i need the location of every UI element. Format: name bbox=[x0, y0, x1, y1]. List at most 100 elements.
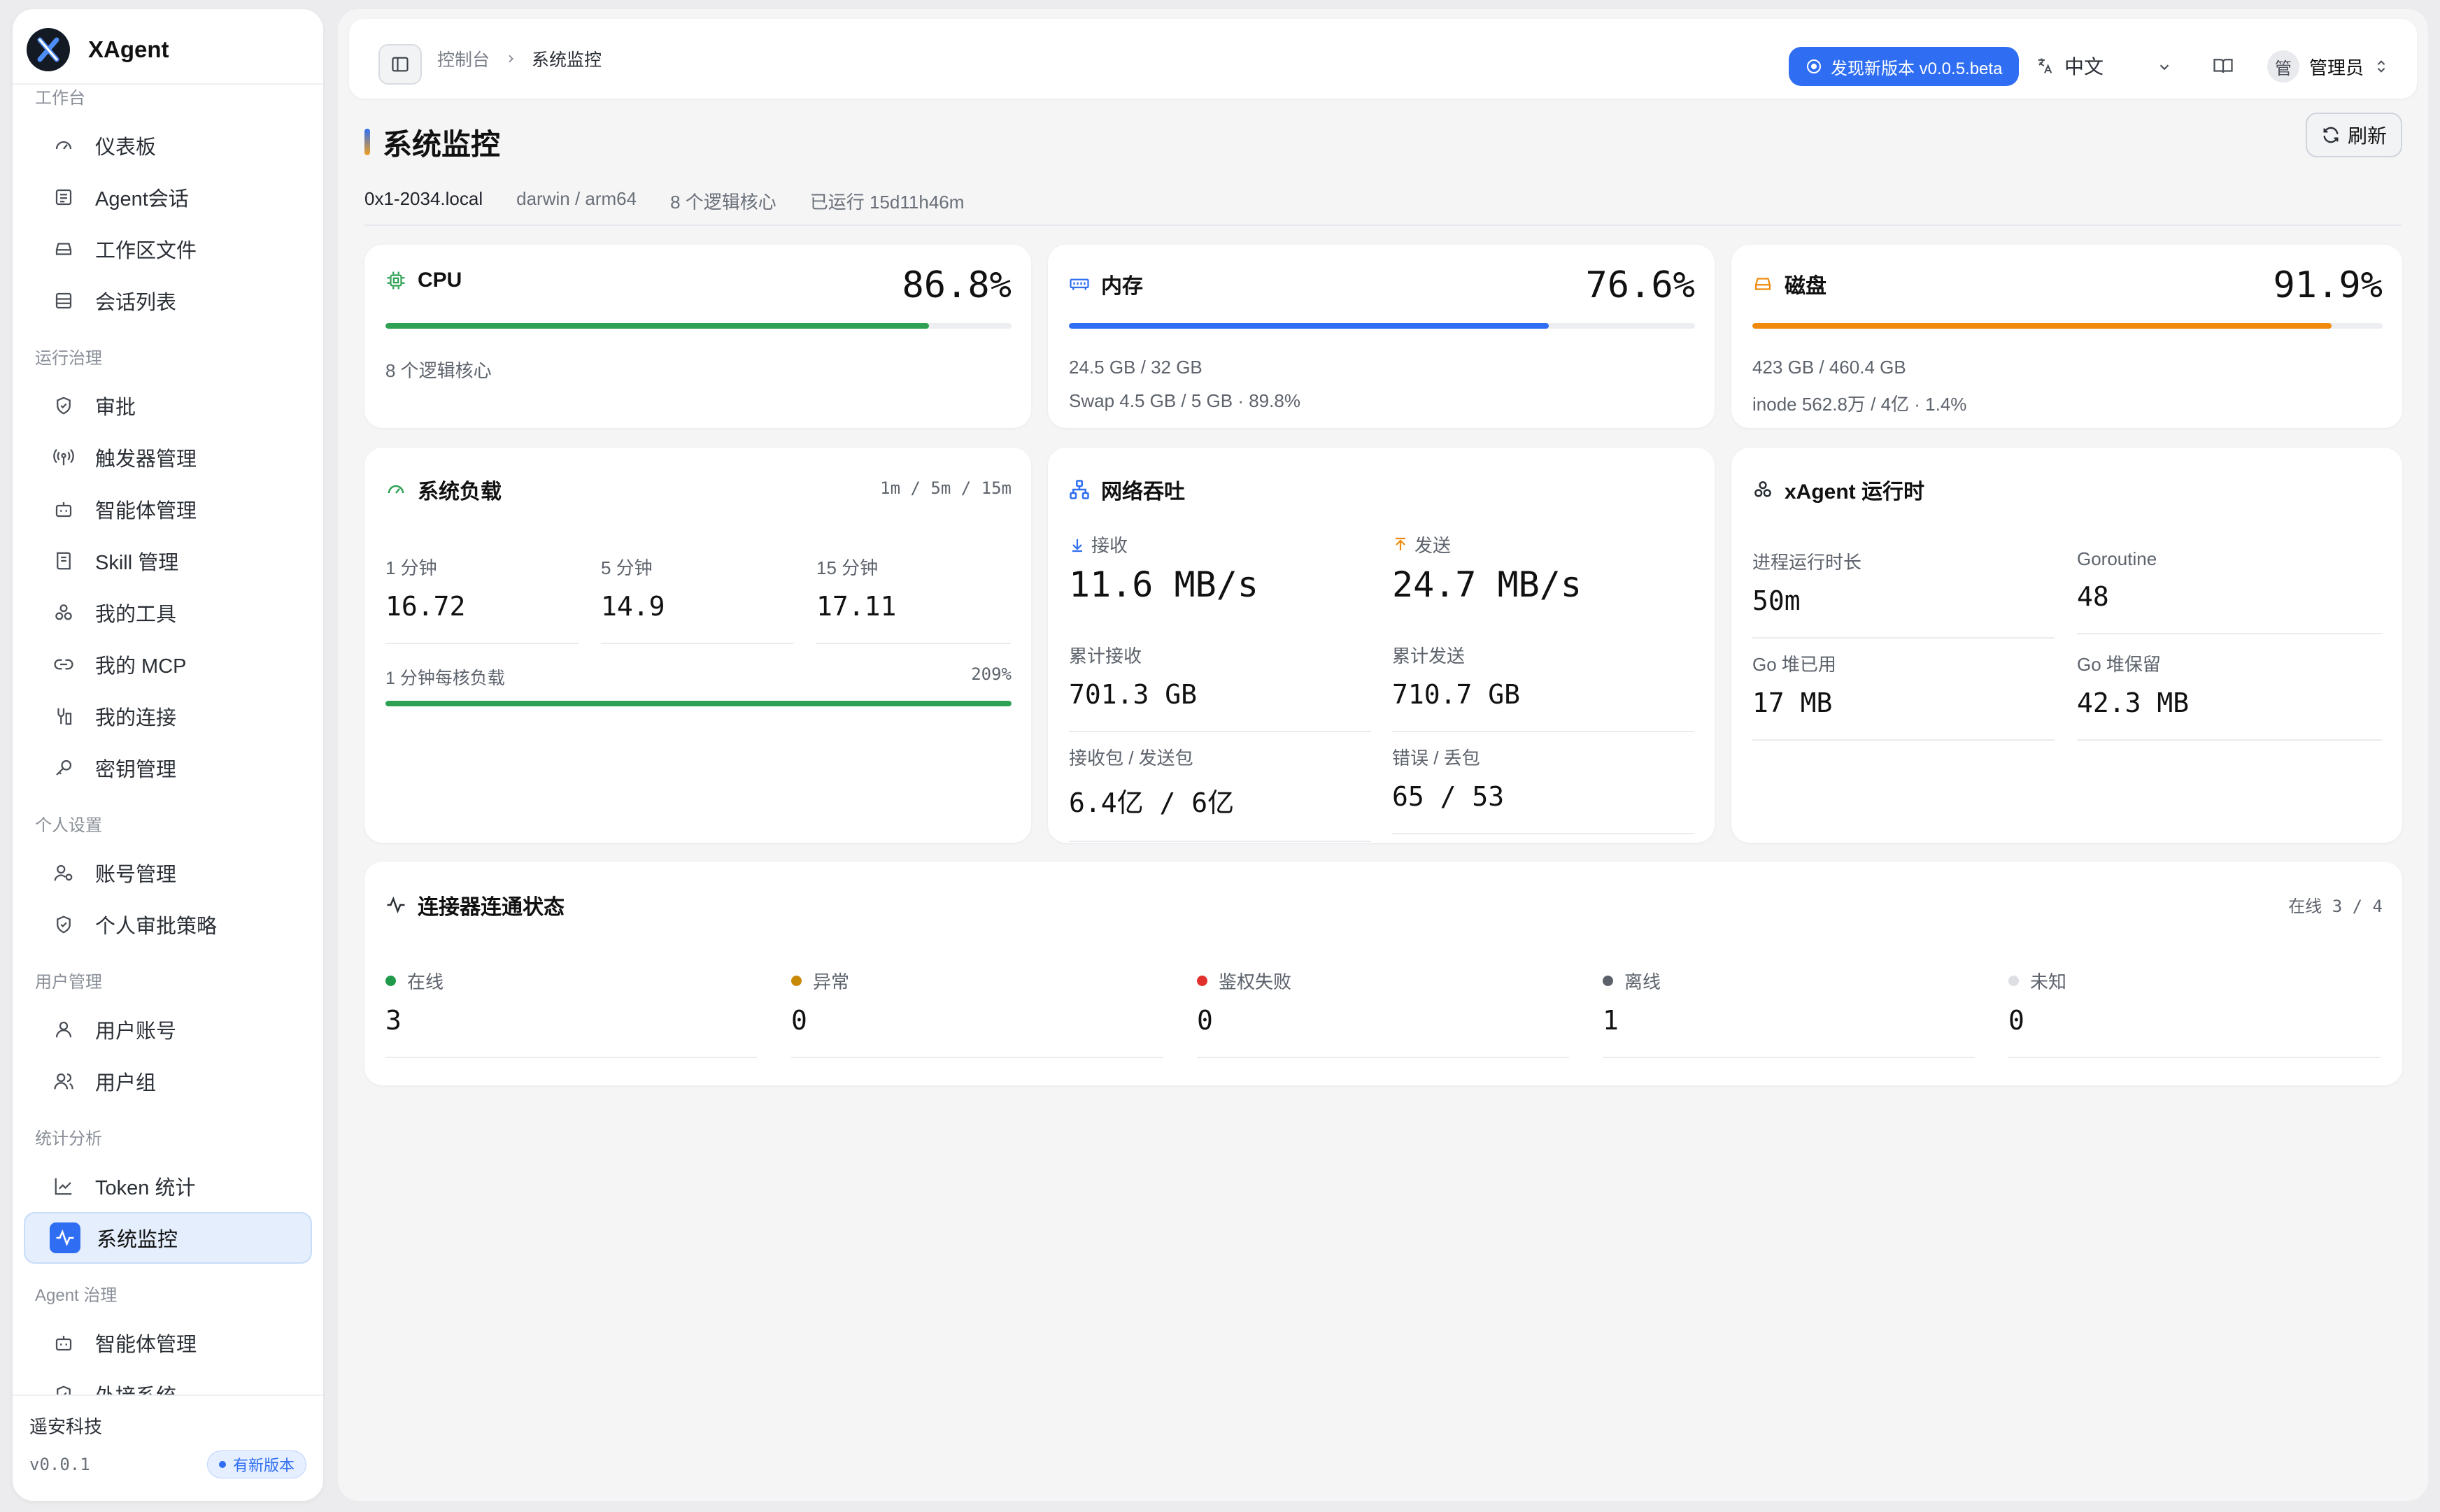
stat-value: 42.3 MB bbox=[2077, 687, 2190, 718]
new-version-label: 发现新版本 v0.0.5.beta bbox=[1831, 59, 2003, 78]
stat-label: 接收包 / 发送包 bbox=[1069, 748, 1193, 769]
divider bbox=[1392, 731, 1694, 732]
cpu-card-header: CPU bbox=[385, 269, 462, 292]
sidebar-item-label: 用户组 bbox=[95, 1072, 157, 1094]
per-core-load-value: 209% bbox=[971, 664, 1012, 684]
cpu-title: CPU bbox=[418, 269, 462, 292]
stat-value: 710.7 GB bbox=[1392, 679, 1521, 710]
load-5m: 5 分钟 14.9 bbox=[601, 554, 794, 644]
breadcrumb-item[interactable]: 控制台 bbox=[437, 50, 490, 70]
brand-name: XAgent bbox=[88, 36, 169, 62]
sidebar-item-dashboard[interactable]: 仪表板 bbox=[24, 120, 312, 171]
divider bbox=[1603, 1057, 1975, 1058]
network-errors: 错误 / 丢包 65 / 53 bbox=[1392, 744, 1694, 834]
disk-card-header: 磁盘 bbox=[1752, 269, 1827, 299]
sidebar-toggle-button[interactable] bbox=[378, 44, 422, 85]
network-card: 网络吞吐 接收 11.6 MB/s 发送 24.7 MB/s 累计接收 701.… bbox=[1048, 448, 1715, 843]
stat-value: 0 bbox=[2008, 1005, 2024, 1036]
user-menu[interactable]: 管 管理员 bbox=[2267, 47, 2389, 86]
memory-progress-bar bbox=[1069, 323, 1695, 329]
tools-icon bbox=[52, 601, 76, 625]
status-label-row: 鉴权失败 bbox=[1197, 968, 1569, 994]
new-version-badge[interactable]: 有新版本 bbox=[206, 1450, 306, 1478]
connector-status-offline: 离线 1 bbox=[1603, 968, 1975, 1058]
disk-progress-fill bbox=[1752, 323, 2332, 329]
brand[interactable]: XAgent bbox=[27, 28, 169, 71]
chevron-down-icon[interactable] bbox=[2157, 59, 2172, 75]
language-selector[interactable]: 中文 bbox=[2035, 48, 2104, 83]
sidebar-item-keys[interactable]: 密钥管理 bbox=[24, 742, 312, 794]
sidebar-item-label: 账号管理 bbox=[95, 864, 177, 886]
sidebar-item-agent-chat[interactable]: Agent会话 bbox=[24, 171, 312, 223]
os-arch: darwin / arm64 bbox=[516, 188, 637, 209]
cpu-card: CPU 86.8% 8 个逻辑核心 bbox=[364, 245, 1031, 428]
runtime-uptime: 进程运行时长 50m bbox=[1752, 548, 2055, 639]
sidebar-item-label: 会话列表 bbox=[95, 292, 177, 314]
sidebar-item-label: 密钥管理 bbox=[95, 759, 177, 781]
sidebar-item-user-groups[interactable]: 用户组 bbox=[24, 1055, 312, 1107]
network-card-header: 网络吞吐 bbox=[1069, 474, 1185, 505]
sidebar-item-user-accounts[interactable]: 用户账号 bbox=[24, 1004, 312, 1055]
sidebar-item-system-monitor[interactable]: 系统监控 bbox=[24, 1212, 312, 1264]
nav-group-label: 工作台 bbox=[35, 89, 85, 108]
disk-progress-bar bbox=[1752, 323, 2383, 329]
breadcrumb-current: 系统监控 bbox=[532, 50, 602, 70]
key-icon bbox=[52, 756, 76, 780]
list-icon bbox=[52, 289, 76, 313]
memory-card-header: 内存 bbox=[1069, 269, 1143, 299]
sidebar-item-agents[interactable]: 智能体管理 bbox=[24, 483, 312, 535]
sidebar-item-token-stats[interactable]: Token 统计 bbox=[24, 1160, 312, 1212]
network-total-tx: 累计发送 710.7 GB bbox=[1392, 642, 1694, 732]
sidebar-item-agent-governance[interactable]: 智能体管理 bbox=[24, 1317, 312, 1369]
sidebar-item-label: 触发器管理 bbox=[95, 448, 197, 471]
memory-title: 内存 bbox=[1101, 275, 1143, 298]
sidebar-item-label: Skill 管理 bbox=[95, 552, 179, 574]
translate-icon bbox=[2038, 58, 2052, 73]
stat-label: 15 分钟 bbox=[816, 557, 879, 578]
stat-value: 6.4亿 / 6亿 bbox=[1069, 787, 1235, 818]
stat-value: 24.7 MB/s bbox=[1392, 564, 1582, 605]
docs-book-icon[interactable] bbox=[2213, 55, 2234, 76]
disk-usage: 423 GB / 460.4 GB bbox=[1752, 357, 1906, 378]
sidebar-item-label: 智能体管理 bbox=[95, 500, 197, 522]
nav-group-label: Agent 治理 bbox=[35, 1286, 118, 1305]
status-dot bbox=[218, 1461, 226, 1468]
users-icon bbox=[52, 1069, 76, 1093]
network-total-rx: 累计接收 701.3 GB bbox=[1069, 642, 1371, 732]
new-version-button[interactable]: 发现新版本 v0.0.5.beta bbox=[1789, 47, 2020, 86]
broadcast-icon bbox=[52, 445, 76, 469]
sidebar-item-workspace-files[interactable]: 工作区文件 bbox=[24, 223, 312, 275]
disk-percent: 91.9% bbox=[2273, 264, 2383, 306]
bot-icon bbox=[52, 497, 76, 521]
refresh-button[interactable]: 刷新 bbox=[2306, 113, 2402, 157]
sidebar-item-connections[interactable]: 我的连接 bbox=[24, 690, 312, 742]
load-1m: 1 分钟 16.72 bbox=[385, 554, 579, 644]
sidebar-item-label: 系统监控 bbox=[97, 1229, 178, 1251]
runtime-card: xAgent 运行时 进程运行时长 50m Goroutine 48 Go 堆已… bbox=[1731, 448, 2402, 843]
top-bar: 控制台 系统监控 发现新版本 v0.0.5.beta 中文 管 管理员 bbox=[349, 19, 2417, 99]
panel-left-icon bbox=[392, 57, 409, 72]
sidebar-item-personal-policy[interactable]: 个人审批策略 bbox=[24, 899, 312, 950]
sidebar-item-approval[interactable]: 审批 bbox=[24, 380, 312, 432]
sidebar-item-mcp[interactable]: 我的 MCP bbox=[24, 639, 312, 690]
divider bbox=[1069, 731, 1371, 732]
stat-value: 0 bbox=[791, 1005, 807, 1036]
divider bbox=[601, 643, 794, 644]
sidebar-item-skills[interactable]: Skill 管理 bbox=[24, 535, 312, 587]
drive-icon bbox=[52, 237, 76, 261]
sidebar-item-label: Agent会话 bbox=[95, 188, 189, 211]
network-title: 网络吞吐 bbox=[1101, 480, 1185, 504]
network-packets: 接收包 / 发送包 6.4亿 / 6亿 bbox=[1069, 744, 1371, 842]
sidebar-item-account[interactable]: 账号管理 bbox=[24, 847, 312, 899]
sidebar-item-tools[interactable]: 我的工具 bbox=[24, 587, 312, 639]
stat-label: 错误 / 丢包 bbox=[1392, 748, 1480, 769]
load-15m: 15 分钟 17.11 bbox=[816, 554, 1011, 644]
sidebar-item-triggers[interactable]: 触发器管理 bbox=[24, 432, 312, 483]
page-header: 系统监控 bbox=[364, 114, 500, 170]
sidebar-item-session-list[interactable]: 会话列表 bbox=[24, 275, 312, 327]
stat-value: 17.11 bbox=[816, 591, 897, 622]
company-name: 遥安科技 bbox=[29, 1416, 103, 1437]
divider bbox=[1752, 637, 2055, 639]
cpu-chip-icon bbox=[387, 271, 405, 290]
per-core-load-fill bbox=[385, 701, 1012, 706]
